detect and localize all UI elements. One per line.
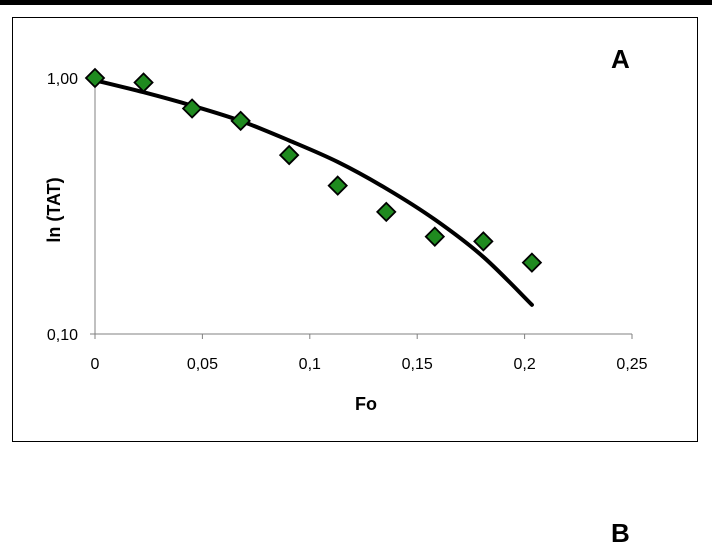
- data-point-diamond: [327, 175, 348, 196]
- x-tick-label: 0,25: [616, 356, 647, 373]
- y-tick-label: 0,10: [47, 327, 78, 344]
- panel-label-b: B: [611, 518, 630, 548]
- data-point-diamond: [133, 72, 154, 93]
- x-tick-label: 0,2: [513, 356, 535, 373]
- axes: [94, 78, 632, 335]
- ticks: 0 0,05 0,1 0,15 0,2 0,25 0,10 1,00: [47, 71, 648, 373]
- y-tick-label: 1,00: [47, 71, 78, 88]
- data-point-diamond: [375, 201, 397, 223]
- y-axis-title: ln (TAT): [44, 177, 64, 242]
- fit-curve: [93, 78, 534, 307]
- data-point-diamond: [278, 144, 300, 166]
- data-point-diamond: [473, 231, 494, 252]
- x-tick-label: 0: [91, 356, 100, 373]
- data-point-diamond: [84, 67, 106, 89]
- data-point-diamond: [521, 252, 543, 273]
- x-axis-title: Fo: [355, 394, 377, 414]
- data-point-diamond: [230, 110, 251, 132]
- data-point-diamond: [181, 98, 203, 119]
- panel-label-a: A: [611, 44, 630, 74]
- x-tick-label: 0,1: [299, 356, 321, 373]
- x-tick-label: 0,05: [187, 356, 218, 373]
- top-rule: [0, 0, 712, 5]
- data-points: [84, 67, 543, 273]
- data-point-diamond: [424, 226, 446, 247]
- x-tick-label: 0,15: [402, 356, 433, 373]
